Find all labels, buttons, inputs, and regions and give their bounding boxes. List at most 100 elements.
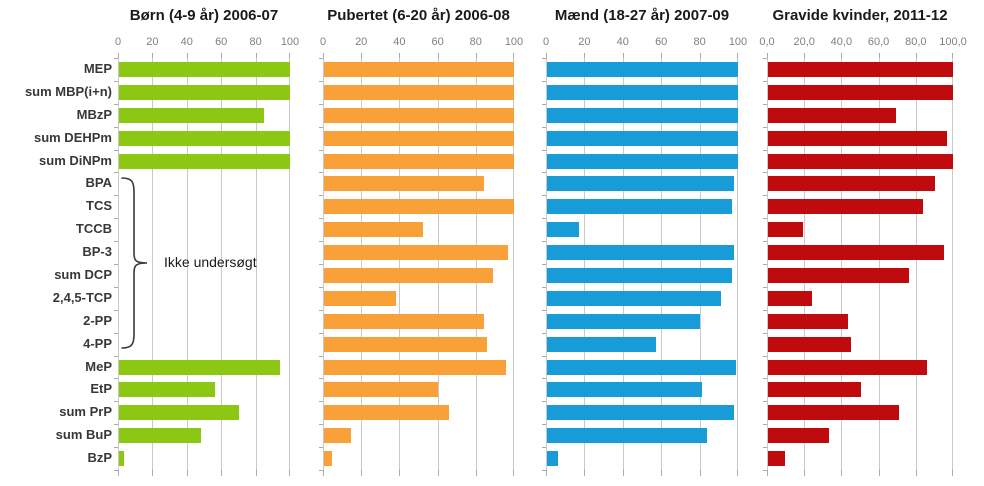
gridline bbox=[916, 58, 917, 470]
category-label: TCS bbox=[86, 198, 112, 214]
bar-mep bbox=[768, 61, 953, 77]
row-tick bbox=[542, 424, 546, 425]
category-label: 2-PP bbox=[83, 312, 112, 328]
row-tick bbox=[319, 127, 323, 128]
category-label: 2,4,5-TCP bbox=[52, 289, 112, 305]
panel-title-born: Børn (4-9 år) 2006-07 bbox=[129, 7, 279, 24]
bar-mbzp bbox=[768, 107, 896, 123]
row-tick bbox=[319, 310, 323, 311]
bar-4-pp bbox=[324, 336, 487, 352]
bar-sum-dinpm bbox=[547, 153, 738, 169]
bar-tccb bbox=[324, 222, 423, 238]
bar-sum-bup bbox=[768, 428, 829, 444]
axis-bottom-tick bbox=[804, 470, 805, 476]
row-tick bbox=[114, 241, 118, 242]
axis-tick-label: 0 bbox=[542, 36, 550, 48]
axis-bottom-tick bbox=[256, 470, 257, 476]
row-tick bbox=[114, 127, 118, 128]
gridline bbox=[879, 58, 880, 470]
axis-bottom-tick bbox=[916, 470, 917, 476]
axis-top-tick bbox=[187, 53, 188, 58]
row-tick bbox=[319, 104, 323, 105]
gridline bbox=[623, 58, 624, 470]
axis-top-tick bbox=[804, 53, 805, 58]
axis-top-tick bbox=[513, 53, 514, 58]
row-tick bbox=[114, 287, 118, 288]
gridline bbox=[767, 58, 768, 470]
gridline bbox=[841, 58, 842, 470]
row-tick bbox=[114, 401, 118, 402]
row-tick bbox=[114, 470, 118, 471]
bar-4-pp bbox=[768, 336, 851, 352]
row-tick bbox=[542, 378, 546, 379]
row-tick bbox=[114, 356, 118, 357]
panel-1 bbox=[319, 53, 514, 476]
axis-tick-label: 100,0 bbox=[939, 36, 967, 48]
axis-tick-label: 80,0 bbox=[905, 36, 927, 48]
category-label: sum PrP bbox=[59, 404, 112, 420]
axis-tick-label: 80 bbox=[249, 36, 262, 48]
bar-2-4-5-tcp bbox=[324, 290, 396, 306]
category-label: sum DiNPm bbox=[39, 152, 112, 168]
gridline bbox=[804, 58, 805, 470]
bar-mbzp bbox=[119, 107, 264, 123]
bar-sum-bup bbox=[547, 428, 707, 444]
row-tick bbox=[542, 218, 546, 219]
axis-bottom-tick bbox=[361, 470, 362, 476]
gridline bbox=[399, 58, 400, 470]
axis-top-tick bbox=[256, 53, 257, 58]
not-investigated-annotation: Ikke undersøgt bbox=[119, 176, 319, 350]
axis-tick-label: 0,0 bbox=[759, 36, 775, 48]
bar-2-4-5-tcp bbox=[768, 290, 812, 306]
bar-mbzp bbox=[547, 107, 738, 123]
bar-bpa bbox=[547, 176, 734, 192]
axis-bottom-tick bbox=[513, 470, 514, 476]
gridline bbox=[584, 58, 585, 470]
bar-sum-mbp-i-n- bbox=[547, 84, 738, 100]
gridline bbox=[118, 58, 119, 470]
bar-bpa bbox=[324, 176, 484, 192]
row-tick bbox=[319, 424, 323, 425]
bar-bzp bbox=[324, 451, 332, 467]
axis-top-tick bbox=[476, 53, 477, 58]
axis-top-tick bbox=[438, 53, 439, 58]
row-tick bbox=[114, 218, 118, 219]
row-tick bbox=[542, 287, 546, 288]
axis-bottom-tick bbox=[152, 470, 153, 476]
row-tick bbox=[542, 447, 546, 448]
row-tick bbox=[763, 310, 767, 311]
bar-2-pp bbox=[547, 313, 700, 329]
row-tick bbox=[763, 447, 767, 448]
axis-bottom-tick bbox=[584, 470, 585, 476]
bar-sum-prp bbox=[324, 405, 449, 421]
bar-sum-mbp-i-n- bbox=[119, 84, 290, 100]
bar-sum-dehpm bbox=[119, 130, 290, 146]
bar-sum-dehpm bbox=[324, 130, 514, 146]
axis-tick-label: 0 bbox=[319, 36, 327, 48]
bar-bp-3 bbox=[768, 245, 944, 261]
gridline bbox=[546, 58, 547, 470]
category-label: EtP bbox=[90, 381, 112, 397]
row-tick bbox=[763, 241, 767, 242]
bar-2-pp bbox=[324, 313, 484, 329]
category-label: BP-3 bbox=[82, 244, 112, 260]
category-label: sum DEHPm bbox=[33, 129, 112, 145]
row-tick bbox=[763, 287, 767, 288]
row-tick bbox=[542, 264, 546, 265]
row-tick bbox=[763, 401, 767, 402]
axis-top-tick bbox=[700, 53, 701, 58]
axis-bottom-tick bbox=[661, 470, 662, 476]
gridline bbox=[221, 58, 222, 470]
row-tick bbox=[114, 81, 118, 82]
gridline bbox=[438, 58, 439, 470]
bar-tcs bbox=[547, 199, 732, 215]
bar-4-pp bbox=[547, 336, 656, 352]
row-tick bbox=[763, 127, 767, 128]
row-tick bbox=[763, 104, 767, 105]
bar-mep bbox=[547, 359, 736, 375]
category-label: MBzP bbox=[76, 106, 112, 122]
row-tick bbox=[763, 264, 767, 265]
row-tick bbox=[763, 195, 767, 196]
gridline bbox=[187, 58, 188, 470]
